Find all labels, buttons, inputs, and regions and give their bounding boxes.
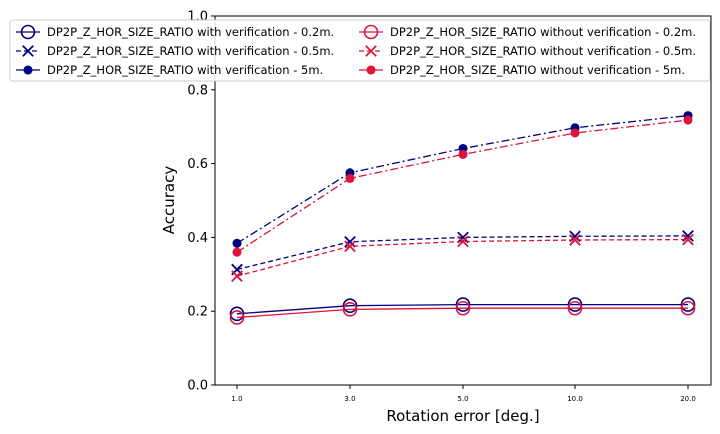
- x-tick-label: 20.0: [680, 395, 696, 403]
- x-tick-label: 10.0: [567, 395, 583, 403]
- series-4-point-1: [229, 310, 245, 325]
- x-marker-stroke: [22, 45, 34, 57]
- legend-label: DP2P_Z_HOR_SIZE_RATIO with verification …: [47, 44, 334, 58]
- series-6-point-3: [458, 149, 468, 159]
- y-tick-label: 0.8: [187, 83, 208, 98]
- series-line-3: [236, 114, 689, 244]
- series-line-1: [236, 303, 688, 315]
- series-line-4: [236, 307, 688, 319]
- series-5-point-2: [344, 240, 356, 253]
- legend-entry-3: DP2P_Z_HOR_SIZE_RATIO with verification …: [16, 63, 323, 77]
- series-5-point-4: [569, 234, 581, 246]
- series-line-5: [236, 238, 689, 277]
- x-marker-stroke: [231, 270, 243, 282]
- legend-entry-1: DP2P_Z_HOR_SIZE_RATIO with verification …: [16, 24, 334, 40]
- series-5-point-5: [682, 233, 694, 246]
- series-4-point-5: [680, 300, 696, 316]
- series-6-point-2: [345, 173, 355, 183]
- x-marker-stroke: [569, 234, 581, 246]
- x-marker-stroke: [682, 233, 694, 246]
- y-tick-label: 0.0: [187, 379, 208, 394]
- legend-label: DP2P_Z_HOR_SIZE_RATIO with verification …: [47, 25, 334, 39]
- series-4-point-2: [342, 302, 358, 317]
- legend-marker: [20, 24, 36, 40]
- series-6-point-1: [232, 247, 242, 257]
- legend-marker: [365, 45, 377, 57]
- x-marker-stroke: [457, 231, 469, 244]
- x-tick-label: 5.0: [457, 395, 468, 403]
- series-4-point-3: [455, 300, 471, 316]
- y-tick-label: 0.4: [187, 231, 208, 246]
- legend-label: DP2P_Z_HOR_SIZE_RATIO with verification …: [47, 63, 323, 77]
- y-tick-label: 0.2: [187, 305, 208, 320]
- y-axis-label: Accuracy: [160, 166, 178, 235]
- series-5-point-1: [231, 270, 243, 282]
- series-1-point-2: [342, 298, 358, 313]
- y-tick-label: 0.6: [187, 157, 208, 172]
- series-1-point-1: [229, 306, 245, 322]
- x-tick-label: 3.0: [344, 395, 355, 403]
- series-1-point-4: [567, 297, 583, 312]
- legend-marker: [363, 24, 379, 40]
- plot-area: [229, 111, 696, 325]
- series-4-point-4: [567, 300, 583, 316]
- legend-marker: [366, 65, 376, 75]
- x-marker-stroke: [365, 45, 377, 57]
- legend-entry-2: DP2P_Z_HOR_SIZE_RATIO with verification …: [16, 44, 334, 58]
- x-marker-stroke: [344, 235, 356, 248]
- series-1-point-5: [680, 297, 696, 312]
- legend-label: DP2P_Z_HOR_SIZE_RATIO without verificati…: [390, 44, 696, 58]
- legend-entry-5: DP2P_Z_HOR_SIZE_RATIO without verificati…: [359, 44, 696, 58]
- legend-label: DP2P_Z_HOR_SIZE_RATIO without verificati…: [390, 63, 685, 77]
- legend-marker: [23, 65, 33, 75]
- legend-label: DP2P_Z_HOR_SIZE_RATIO without verificati…: [390, 25, 696, 39]
- legend-entry-6: DP2P_Z_HOR_SIZE_RATIO without verificati…: [359, 63, 685, 77]
- x-tick-label: 1.0: [231, 395, 242, 403]
- x-axis-label: Rotation error [deg.]: [386, 407, 539, 425]
- series-1-point-3: [455, 297, 471, 312]
- series-line-2: [236, 235, 689, 271]
- x-marker-stroke: [457, 235, 469, 248]
- x-marker-stroke: [344, 240, 356, 253]
- series-2-point-2: [344, 235, 356, 248]
- legend-entry-4: DP2P_Z_HOR_SIZE_RATIO without verificati…: [359, 24, 696, 40]
- series-6-point-5: [683, 115, 693, 125]
- series-5-point-3: [457, 235, 469, 248]
- series-6-point-4: [570, 128, 580, 138]
- series-line-6: [236, 119, 689, 253]
- legend-marker: [22, 45, 34, 57]
- legend: DP2P_Z_HOR_SIZE_RATIO with verification …: [9, 19, 711, 82]
- series-3-point-1: [232, 238, 242, 248]
